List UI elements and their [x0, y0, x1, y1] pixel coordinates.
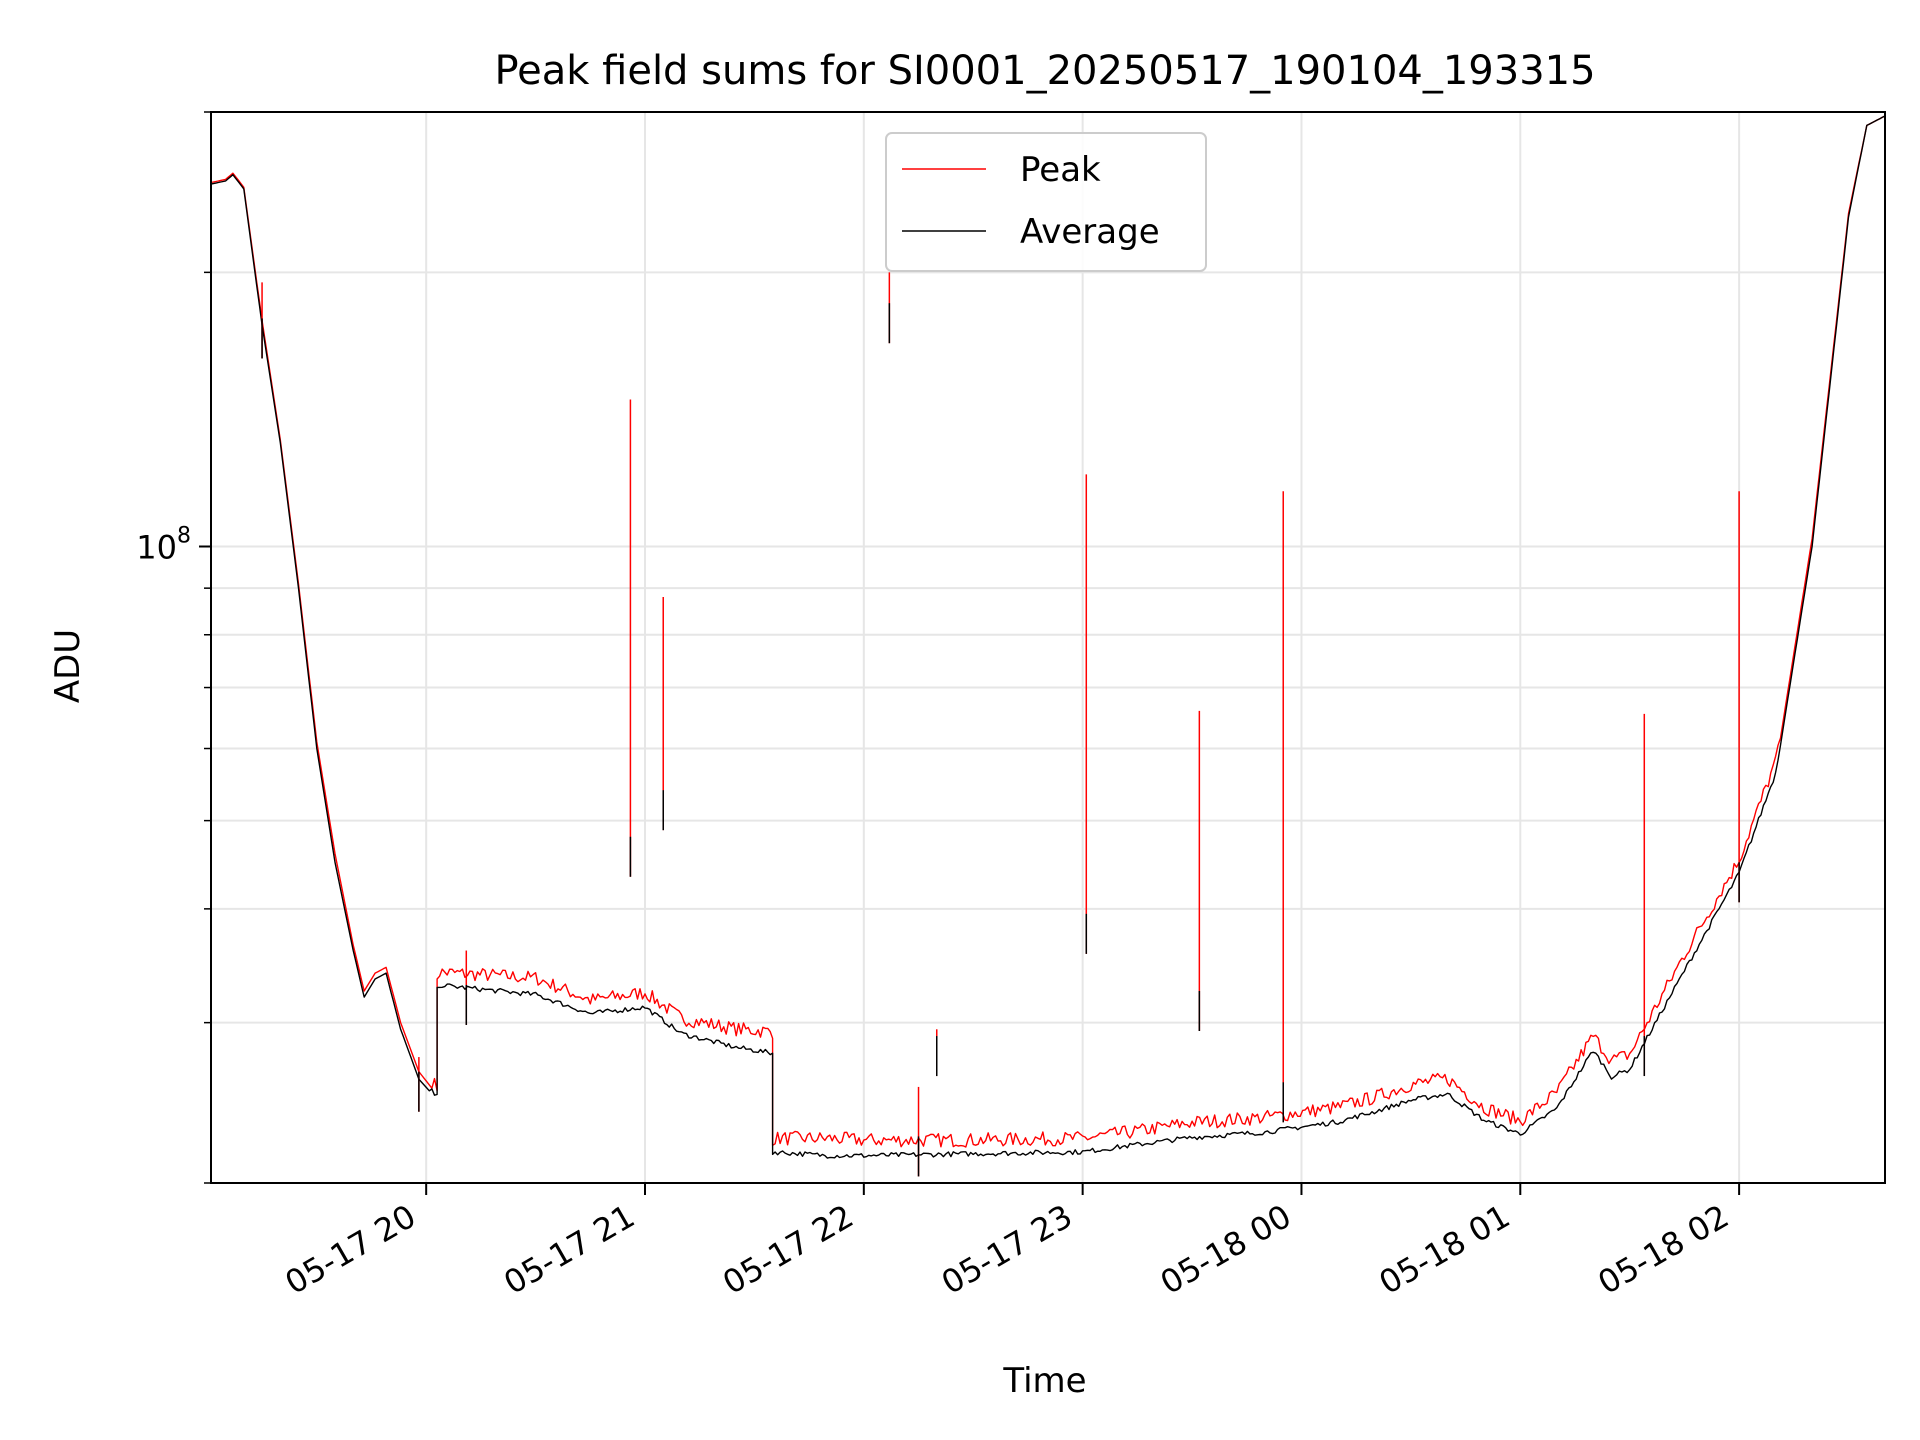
- series-line-peak: [210, 115, 1886, 1148]
- legend-box: [885, 132, 1207, 272]
- legend-average-label: Average: [1020, 212, 1160, 252]
- series-line-average: [210, 115, 1886, 1159]
- y-axis-label: ADU: [48, 629, 88, 703]
- legend-peak-label: Peak: [1020, 150, 1101, 190]
- chart-title: Peak field sums for SI0001_20250517_1901…: [494, 48, 1595, 94]
- plot-lines: [210, 115, 1886, 1177]
- legend: Peak Average: [885, 132, 1207, 272]
- x-axis-label: Time: [1002, 1361, 1086, 1401]
- plot-frame: [210, 111, 1886, 1184]
